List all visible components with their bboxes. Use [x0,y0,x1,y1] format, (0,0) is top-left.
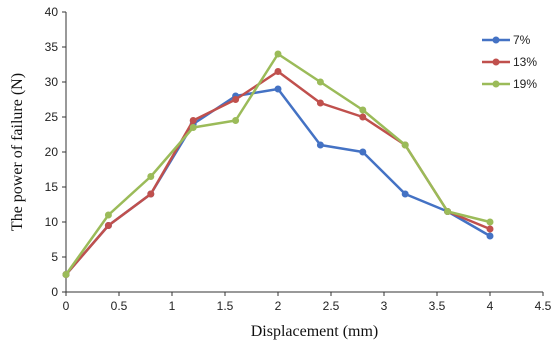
x-tick-label: 1.5 [217,299,234,313]
data-point [189,124,197,131]
legend-label: 19% [513,77,537,91]
legend: 7% 13% 19% [482,33,537,91]
data-point [274,85,282,93]
x-tick-label: 4.5 [535,299,552,313]
y-tick-label: 35 [45,40,59,54]
legend-label: 7% [513,33,531,47]
data-point [147,173,155,180]
data-point [401,141,409,149]
x-tick-label: 1 [169,299,176,313]
data-point [104,211,112,219]
data-point [189,117,197,124]
data-point [486,218,494,226]
x-tick-label: 3 [381,299,388,313]
series-3 [62,50,494,278]
x-tick-label: 2.5 [323,299,340,313]
series-line [65,87,491,276]
y-tick-label: 20 [45,145,59,159]
data-point [274,68,282,75]
data-point [359,148,367,156]
x-tick-label: 3.5 [429,299,446,313]
y-tick-label: 15 [45,180,59,194]
x-axis-title: Displacement (mm) [251,323,379,340]
x-tick-label: 0.5 [111,299,128,313]
data-point [316,78,324,86]
legend-item: 13% [482,55,537,69]
legend-swatch-marker [492,80,500,88]
y-tick-label: 40 [45,5,59,19]
data-point [316,99,324,107]
data-point [401,190,409,198]
y-tick-label: 30 [45,75,59,89]
plot-area: 0 0.5 1 1.5 2 2.5 3 3.5 4 4.5 0 5 10 15 20 25 30 35 40 [45,5,552,313]
data-point [274,50,282,58]
legend-item: 7% [482,33,531,47]
legend-label: 13% [513,55,537,69]
data-point [486,225,494,233]
y-tick-label: 0 [51,285,58,299]
series-2 [62,68,494,278]
legend-swatch-marker [492,36,500,44]
data-point [359,106,367,114]
y-tick-label: 5 [51,250,58,264]
legend-swatch-marker [492,58,500,66]
data-point [486,232,494,240]
y-tick-label: 10 [45,215,59,229]
x-tick-label: 2 [275,299,282,313]
legend-item: 19% [482,77,537,91]
data-point [62,271,70,278]
x-tick-labels: 0 0.5 1 1.5 2 2.5 3 3.5 4 4.5 [63,292,552,313]
series-line [65,70,491,276]
data-point [359,113,367,121]
series-layer [62,50,494,278]
data-point [147,190,155,198]
data-point [444,208,452,215]
y-tick-label: 25 [45,110,59,124]
data-point [104,222,112,229]
y-tick-labels: 0 5 10 15 20 25 30 35 40 [45,5,66,299]
x-tick-label: 0 [63,299,70,313]
y-axis-title: The power of failure (N) [9,73,26,231]
data-point [232,96,240,103]
x-tick-label: 4 [487,299,494,313]
data-point [316,141,324,149]
data-point [232,117,240,124]
